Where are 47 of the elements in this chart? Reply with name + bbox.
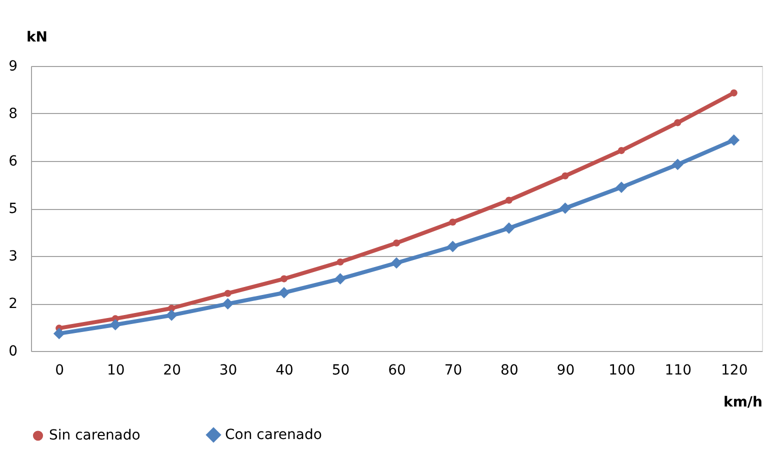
x-tick-label: 10 xyxy=(106,362,125,378)
point xyxy=(559,202,571,214)
x-tick-label: 20 xyxy=(163,362,181,378)
point xyxy=(503,222,515,234)
point xyxy=(224,290,232,297)
x-tick-label: 50 xyxy=(332,362,350,378)
point xyxy=(447,240,458,252)
x-tick-label: 120 xyxy=(721,362,748,378)
point xyxy=(222,298,234,310)
x-tick-label: 80 xyxy=(500,362,518,378)
point xyxy=(336,258,344,266)
y-tick-label: 5 xyxy=(8,201,18,217)
legend-label: Sin carenado xyxy=(49,428,140,444)
x-tick-label: 70 xyxy=(444,362,462,378)
point xyxy=(505,196,512,204)
x-tick-label: 110 xyxy=(664,362,692,378)
y-tick-label: 2 xyxy=(8,296,18,312)
y-tick-label: 3 xyxy=(8,248,18,264)
point xyxy=(674,119,682,126)
point xyxy=(616,182,628,193)
x-axis-title: km/h xyxy=(724,394,762,410)
point xyxy=(390,257,402,269)
point xyxy=(278,287,290,298)
y-tick-label: 6 xyxy=(8,154,18,170)
y-tick-label: 9 xyxy=(8,58,18,74)
point xyxy=(280,275,288,282)
point xyxy=(449,218,456,226)
point xyxy=(672,158,684,170)
point xyxy=(110,319,122,330)
x-tick-label: 0 xyxy=(55,362,64,378)
x-tick-label: 90 xyxy=(556,362,575,378)
point xyxy=(618,147,625,154)
point xyxy=(562,172,569,180)
y-tick-label: 0 xyxy=(8,344,18,360)
legend-label: Con carenado xyxy=(225,426,322,443)
point xyxy=(728,134,740,146)
point xyxy=(53,328,65,340)
y-axis-title: kN xyxy=(26,30,48,46)
point xyxy=(166,310,178,321)
x-tick-label: 100 xyxy=(608,362,636,378)
y-tick-label: 8 xyxy=(8,106,18,122)
point xyxy=(730,89,738,96)
x-tick-label: 60 xyxy=(388,362,406,378)
x-tick-label: 30 xyxy=(219,362,238,378)
point xyxy=(392,239,400,247)
point xyxy=(334,273,346,284)
x-tick-label: 40 xyxy=(276,362,294,378)
